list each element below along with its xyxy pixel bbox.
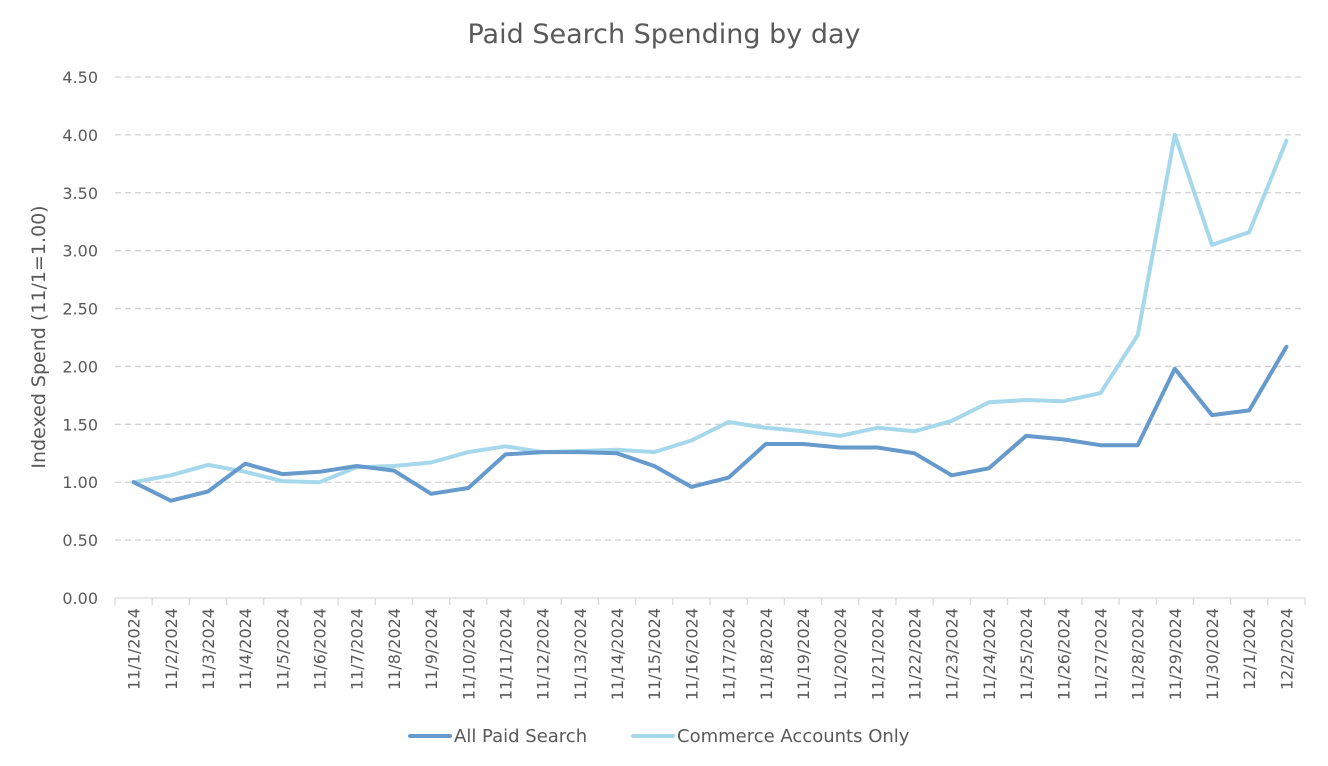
- gridlines: [115, 76, 1305, 541]
- x-tick-label: 11/1/2024: [125, 608, 144, 690]
- x-tick-label: 11/3/2024: [199, 608, 218, 690]
- x-tick-label: 12/1/2024: [1240, 608, 1259, 690]
- y-tick-label: 3.00: [62, 242, 98, 261]
- x-tick-label: 11/4/2024: [236, 608, 255, 690]
- x-tick-label: 11/29/2024: [1166, 608, 1185, 700]
- series-lines: [131, 132, 1289, 503]
- legend: All Paid Search Commerce Accounts Only: [408, 726, 910, 747]
- x-tick-label: 11/9/2024: [422, 608, 441, 690]
- x-tick-label: 11/23/2024: [943, 608, 962, 700]
- x-tick-label: 11/15/2024: [645, 608, 664, 700]
- x-tick-label: 11/5/2024: [273, 608, 292, 690]
- x-tick-label: 11/16/2024: [682, 608, 701, 700]
- chart-title: Paid Search Spending by day: [467, 19, 860, 50]
- x-tick-label: 11/30/2024: [1203, 608, 1222, 700]
- legend-label: All Paid Search: [454, 726, 587, 747]
- legend-label: Commerce Accounts Only: [677, 726, 910, 747]
- x-tick-label: 11/21/2024: [868, 608, 887, 700]
- x-tick-label: 11/2/2024: [162, 608, 181, 690]
- y-tick-label: 1.00: [62, 473, 98, 492]
- x-tick-label: 11/25/2024: [1017, 608, 1036, 700]
- x-tick-label: 11/7/2024: [348, 608, 367, 690]
- x-tick-label: 11/11/2024: [496, 608, 515, 700]
- y-tick-label: 4.50: [62, 68, 98, 87]
- series-line-1: [131, 132, 1289, 485]
- y-tick-label: 2.50: [62, 300, 98, 319]
- x-tick-label: 11/26/2024: [1054, 608, 1073, 700]
- y-tick-label: 2.00: [62, 357, 98, 376]
- x-tick-label: 11/17/2024: [720, 608, 739, 700]
- y-tick-label: 0.50: [62, 531, 98, 550]
- series-line-0: [131, 344, 1289, 503]
- x-tick-label: 11/18/2024: [757, 608, 776, 700]
- x-tick-label: 11/24/2024: [980, 608, 999, 700]
- x-tick-label: 12/2/2024: [1277, 608, 1296, 690]
- x-tick-label: 11/22/2024: [906, 608, 925, 700]
- y-tick-label: 3.50: [62, 184, 98, 203]
- y-axis: 0.00 0.50 1.00 1.50 2.00 2.50 3.00 3.50 4.00 4.50: [62, 68, 98, 608]
- x-tick-label: 11/27/2024: [1091, 608, 1110, 700]
- y-axis-label: Indexed Spend (11/1=1.00): [28, 205, 50, 468]
- y-tick-label: 0.00: [62, 589, 98, 608]
- x-tick-label: 11/8/2024: [385, 608, 404, 690]
- y-tick-label: 4.00: [62, 126, 98, 145]
- x-tick-label: 11/10/2024: [459, 608, 478, 700]
- x-tick-label: 11/28/2024: [1129, 608, 1148, 700]
- x-tick-label: 11/12/2024: [534, 608, 553, 700]
- x-tick-label: 11/19/2024: [794, 608, 813, 700]
- x-axis: 11/1/2024 11/2/2024 11/3/2024 11/4/2024 11/5…: [114, 597, 1306, 700]
- x-tick-label: 11/13/2024: [571, 608, 590, 700]
- x-tick-label: 11/6/2024: [311, 608, 330, 690]
- y-tick-label: 1.50: [62, 415, 98, 434]
- x-tick-label: 11/14/2024: [608, 608, 627, 700]
- x-tick-label: 11/20/2024: [831, 608, 850, 700]
